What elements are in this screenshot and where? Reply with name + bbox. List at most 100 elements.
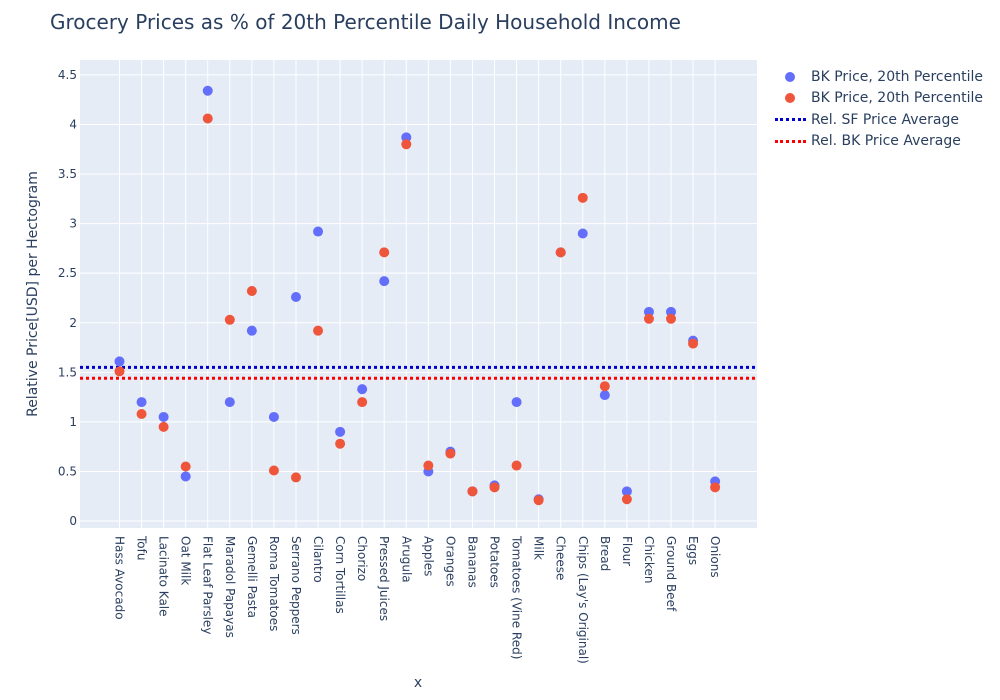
x-tick-label: Gemelli Pasta: [245, 536, 259, 618]
data-point-series-1[interactable]: [335, 426, 346, 437]
data-point-series-1[interactable]: [313, 226, 324, 237]
y-axis-label: Relative Price[USD] per Hectogram: [25, 171, 41, 417]
data-point-series-1[interactable]: [357, 384, 368, 395]
x-tick-label: Milk: [532, 536, 546, 560]
data-point-series-1[interactable]: [246, 325, 257, 336]
legend-item-sf-average[interactable]: Rel. SF Price Average: [775, 109, 983, 131]
x-tick-label: Potatoes: [488, 536, 502, 588]
data-point-series-2[interactable]: [180, 461, 191, 472]
legend-marker-series-1: [775, 69, 811, 85]
data-point-series-2[interactable]: [599, 381, 610, 392]
legend-line-sf-average: [775, 112, 811, 128]
data-point-series-1[interactable]: [114, 356, 125, 367]
data-point-series-1[interactable]: [599, 390, 610, 401]
y-tick-label: 0: [69, 514, 77, 528]
legend-item-bk-average[interactable]: Rel. BK Price Average: [775, 131, 983, 153]
y-tick-label: 3.5: [58, 167, 77, 181]
data-point-series-1[interactable]: [180, 471, 191, 482]
data-point-series-2[interactable]: [710, 482, 721, 493]
legend-label-bk-average: Rel. BK Price Average: [811, 133, 961, 150]
x-tick-label: Roma Tomatoes: [267, 536, 281, 631]
data-point-series-2[interactable]: [511, 460, 522, 471]
x-axis-label: x: [414, 675, 422, 691]
data-point-series-1[interactable]: [379, 276, 390, 287]
y-tick-label: 2: [69, 316, 77, 330]
x-tick-label: Bread: [598, 536, 612, 571]
x-tick-label: Maradol Papayas: [223, 536, 237, 638]
data-point-series-2[interactable]: [533, 495, 544, 506]
data-point-series-2[interactable]: [666, 313, 676, 324]
data-point-series-2[interactable]: [224, 314, 235, 325]
legend[interactable]: BK Price, 20th Percentile BK Price, 20th…: [775, 66, 983, 152]
data-point-series-2[interactable]: [379, 247, 390, 258]
data-point-series-1[interactable]: [158, 411, 169, 422]
y-tick-label: 2.5: [58, 266, 77, 280]
y-tick-label: 1.5: [58, 365, 77, 379]
x-tick-label: Chicken: [642, 536, 656, 583]
x-tick-label: Flat Leaf Parsley: [201, 536, 215, 634]
data-point-series-2[interactable]: [290, 472, 301, 483]
legend-label-series-2: BK Price, 20th Percentile: [811, 90, 983, 107]
data-point-series-2[interactable]: [313, 325, 324, 336]
data-point-series-1[interactable]: [290, 291, 301, 302]
data-point-series-2[interactable]: [489, 482, 500, 493]
x-tick-label: Hass Avocado: [113, 536, 127, 620]
data-point-series-2[interactable]: [621, 494, 632, 505]
x-tick-label: Chips (Lay's Original): [576, 536, 590, 664]
data-point-series-1[interactable]: [577, 228, 588, 239]
x-tick-label: Corn Tortillas: [333, 536, 347, 614]
x-tick-label: Oranges: [443, 536, 457, 587]
data-point-series-2[interactable]: [423, 460, 434, 471]
data-point-series-1[interactable]: [268, 411, 279, 422]
data-point-series-2[interactable]: [643, 313, 654, 324]
data-point-series-1[interactable]: [202, 85, 213, 96]
x-tick-label: Eggs: [686, 536, 700, 565]
y-tick-label: 4.5: [58, 68, 77, 82]
data-point-series-1[interactable]: [621, 486, 632, 497]
data-point-series-2[interactable]: [401, 139, 412, 150]
x-tick-label: Serrano Peppers: [289, 536, 303, 635]
x-tick-label: Bananas: [465, 536, 479, 588]
data-point-series-1[interactable]: [666, 306, 676, 317]
x-tick-label: Lacinato Kale: [157, 536, 171, 617]
plot-background: [80, 60, 757, 528]
legend-label-sf-average: Rel. SF Price Average: [811, 111, 959, 128]
data-point-series-2[interactable]: [467, 486, 478, 497]
data-point-series-1[interactable]: [511, 397, 522, 408]
data-points: [114, 85, 721, 506]
data-point-series-1[interactable]: [401, 132, 412, 143]
y-tick-labels: 0 0.5 1 1.5 2 2.5 3 3.5 4 4.5: [58, 68, 77, 528]
legend-line-bk-average: [775, 133, 811, 149]
data-point-series-2[interactable]: [202, 113, 213, 124]
y-tick-label: 4: [69, 117, 77, 131]
y-tick-label: 3: [69, 217, 77, 231]
data-point-series-1[interactable]: [643, 306, 654, 317]
data-point-series-2[interactable]: [246, 286, 257, 297]
legend-item-series-2[interactable]: BK Price, 20th Percentile: [775, 88, 983, 110]
data-point-series-2[interactable]: [555, 247, 566, 258]
x-tick-label: Flour: [620, 536, 634, 566]
data-point-series-2[interactable]: [268, 465, 279, 476]
x-tick-label: Chorizo: [355, 536, 369, 581]
data-point-series-2[interactable]: [445, 448, 456, 459]
x-tick-label: Pressed Juices: [377, 536, 391, 621]
x-tick-label: Cilantro: [311, 536, 325, 583]
x-tick-label: Apples: [421, 536, 435, 576]
y-tick-label: 1: [69, 415, 77, 429]
data-point-series-2[interactable]: [335, 438, 346, 449]
legend-item-series-1[interactable]: BK Price, 20th Percentile: [775, 66, 983, 88]
x-tick-labels: Hass Avocado Tofu Lacinato Kale Oat Milk Fla…: [113, 535, 723, 664]
data-point-series-2[interactable]: [158, 421, 169, 432]
data-point-series-2[interactable]: [577, 192, 588, 203]
data-point-series-1[interactable]: [224, 397, 235, 408]
data-point-series-2[interactable]: [136, 408, 147, 419]
data-point-series-2[interactable]: [688, 338, 699, 349]
data-point-series-2[interactable]: [357, 397, 368, 408]
x-tick-label: Cheese: [554, 536, 568, 580]
x-tick-label: Tomatoes (Vine Red): [510, 535, 524, 659]
x-tick-label: Tofu: [135, 535, 149, 560]
legend-marker-series-2: [775, 90, 811, 106]
data-point-series-1[interactable]: [136, 397, 147, 408]
data-point-series-2[interactable]: [114, 366, 125, 377]
